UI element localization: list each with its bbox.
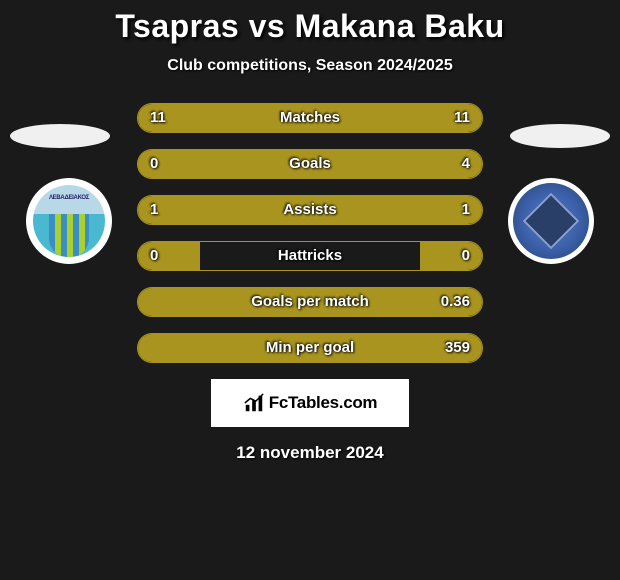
- subtitle: Club competitions, Season 2024/2025: [0, 57, 620, 75]
- stat-value-right: 4: [462, 150, 470, 178]
- stat-row: Min per goal359: [137, 333, 483, 363]
- stat-label: Matches: [138, 104, 482, 132]
- chart-icon: [243, 392, 265, 414]
- stat-label: Assists: [138, 196, 482, 224]
- stat-row: Goals per match0.36: [137, 287, 483, 317]
- stat-row: 0Hattricks0: [137, 241, 483, 271]
- date-text: 12 november 2024: [0, 443, 620, 463]
- stat-value-right: 0.36: [441, 288, 470, 316]
- stat-label: Min per goal: [138, 334, 482, 362]
- stat-value-right: 11: [454, 104, 470, 132]
- page-title: Tsapras vs Makana Baku: [0, 8, 620, 45]
- brand-text: FcTables.com: [269, 393, 378, 413]
- club-badge-left: [26, 178, 112, 264]
- stat-label: Goals: [138, 150, 482, 178]
- stat-label: Goals per match: [138, 288, 482, 316]
- stat-value-right: 359: [445, 334, 470, 362]
- club-badge-right-inner: [513, 183, 589, 259]
- stat-row: 0Goals4: [137, 149, 483, 179]
- stat-label: Hattricks: [138, 242, 482, 270]
- stat-row: 1Assists1: [137, 195, 483, 225]
- flag-left: [10, 124, 110, 148]
- flag-right: [510, 124, 610, 148]
- stat-list: 11Matches110Goals41Assists10Hattricks0Go…: [137, 103, 483, 363]
- stat-row: 11Matches11: [137, 103, 483, 133]
- club-badge-right: [508, 178, 594, 264]
- stat-value-right: 0: [462, 242, 470, 270]
- stat-value-right: 1: [462, 196, 470, 224]
- brand-box: FcTables.com: [211, 379, 409, 427]
- club-badge-left-inner: [33, 185, 105, 257]
